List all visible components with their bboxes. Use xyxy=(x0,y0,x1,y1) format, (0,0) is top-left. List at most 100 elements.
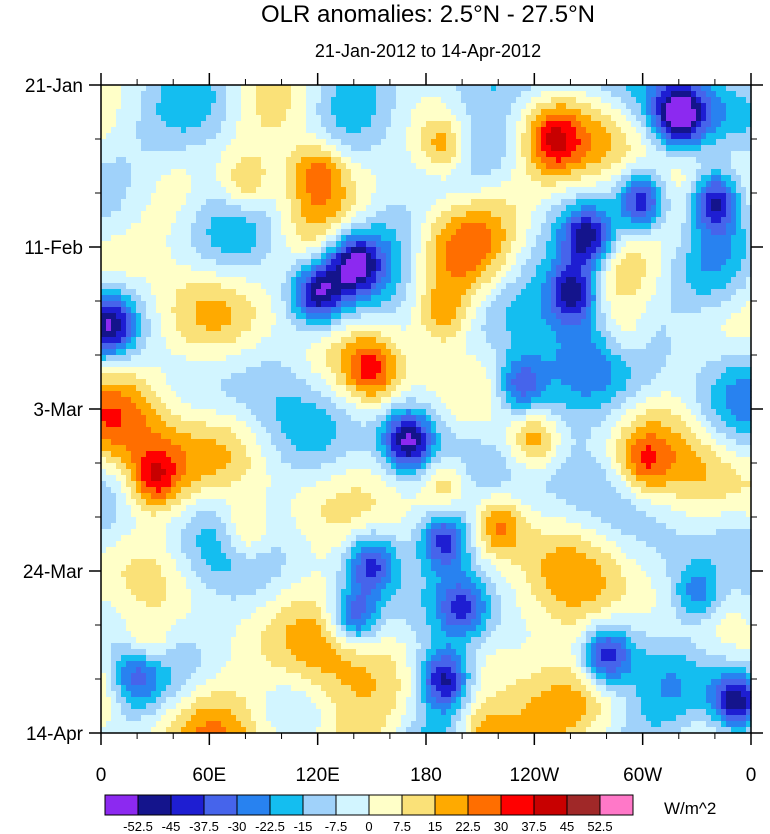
field-cell xyxy=(291,109,297,116)
field-cell xyxy=(686,145,692,152)
field-cell xyxy=(391,205,397,212)
field-cell xyxy=(626,307,632,314)
field-cell xyxy=(716,139,722,146)
field-cell xyxy=(176,277,182,284)
field-cell xyxy=(526,223,532,230)
field-cell xyxy=(726,259,732,266)
field-cell xyxy=(656,163,662,170)
field-cell xyxy=(141,139,147,146)
field-cell xyxy=(441,283,447,290)
field-cell xyxy=(471,193,477,200)
field-cell xyxy=(386,265,392,272)
field-cell xyxy=(621,223,627,230)
field-cell xyxy=(146,181,152,188)
field-cell xyxy=(331,217,337,224)
field-cell xyxy=(291,295,297,302)
field-cell xyxy=(556,157,562,164)
field-cell xyxy=(346,265,352,272)
field-cell xyxy=(291,157,297,164)
field-cell xyxy=(716,115,722,122)
field-cell xyxy=(351,181,357,188)
field-cell xyxy=(601,133,607,140)
field-cell xyxy=(556,175,562,182)
field-cell xyxy=(451,199,457,206)
field-cell xyxy=(311,199,317,206)
field-cell xyxy=(601,163,607,170)
field-cell xyxy=(471,139,477,146)
field-cell xyxy=(266,223,272,230)
field-cell xyxy=(216,283,222,290)
field-cell xyxy=(681,223,687,230)
field-cell xyxy=(406,217,412,224)
field-cell xyxy=(296,199,302,206)
field-cell xyxy=(641,103,647,110)
field-cell xyxy=(231,307,237,314)
field-cell xyxy=(731,301,737,308)
field-cell xyxy=(166,91,172,98)
field-cell xyxy=(596,253,602,260)
field-cell xyxy=(691,205,697,212)
field-cell xyxy=(151,181,157,188)
field-cell xyxy=(736,151,742,158)
field-cell xyxy=(526,235,532,242)
field-cell xyxy=(321,295,327,302)
field-cell xyxy=(416,241,422,248)
field-cell xyxy=(351,301,357,308)
field-cell xyxy=(341,271,347,278)
field-cell xyxy=(481,85,487,92)
field-cell xyxy=(191,283,197,290)
field-cell xyxy=(581,193,587,200)
field-cell xyxy=(606,163,612,170)
field-cell xyxy=(211,85,217,92)
field-cell xyxy=(551,133,557,140)
field-cell xyxy=(526,307,532,314)
field-cell xyxy=(221,97,227,104)
field-cell xyxy=(476,139,482,146)
field-cell xyxy=(276,259,282,266)
field-cell xyxy=(551,193,557,200)
field-cell xyxy=(741,169,747,176)
field-cell xyxy=(456,307,462,314)
field-cell xyxy=(336,277,342,284)
field-cell xyxy=(221,205,227,212)
field-cell xyxy=(301,145,307,152)
field-cell xyxy=(336,241,342,248)
field-cell xyxy=(261,163,267,170)
field-cell xyxy=(246,301,252,308)
field-cell xyxy=(251,115,257,122)
field-cell xyxy=(561,289,567,296)
field-cell xyxy=(511,241,517,248)
field-cell xyxy=(726,211,732,218)
field-cell xyxy=(616,235,622,242)
field-cell xyxy=(676,205,682,212)
field-cell xyxy=(406,205,412,212)
field-cell xyxy=(561,217,567,224)
field-cell xyxy=(236,229,242,236)
field-cell xyxy=(221,283,227,290)
field-cell xyxy=(326,301,332,308)
field-cell xyxy=(736,229,742,236)
field-cell xyxy=(346,187,352,194)
field-cell xyxy=(511,289,517,296)
field-cell xyxy=(286,301,292,308)
field-cell xyxy=(191,229,197,236)
field-cell xyxy=(461,157,467,164)
field-cell xyxy=(721,289,727,296)
field-cell xyxy=(136,97,142,104)
field-cell xyxy=(186,103,192,110)
field-cell xyxy=(281,241,287,248)
field-cell xyxy=(281,109,287,116)
field-cell xyxy=(551,271,557,278)
field-cell xyxy=(686,229,692,236)
field-cell xyxy=(261,181,267,188)
field-cell xyxy=(711,109,717,116)
field-cell xyxy=(576,91,582,98)
field-cell xyxy=(501,205,507,212)
field-cell xyxy=(711,271,717,278)
field-cell xyxy=(656,217,662,224)
field-cell xyxy=(371,217,377,224)
field-cell xyxy=(396,259,402,266)
field-cell xyxy=(256,277,262,284)
field-cell xyxy=(176,169,182,176)
field-cell xyxy=(571,85,577,92)
